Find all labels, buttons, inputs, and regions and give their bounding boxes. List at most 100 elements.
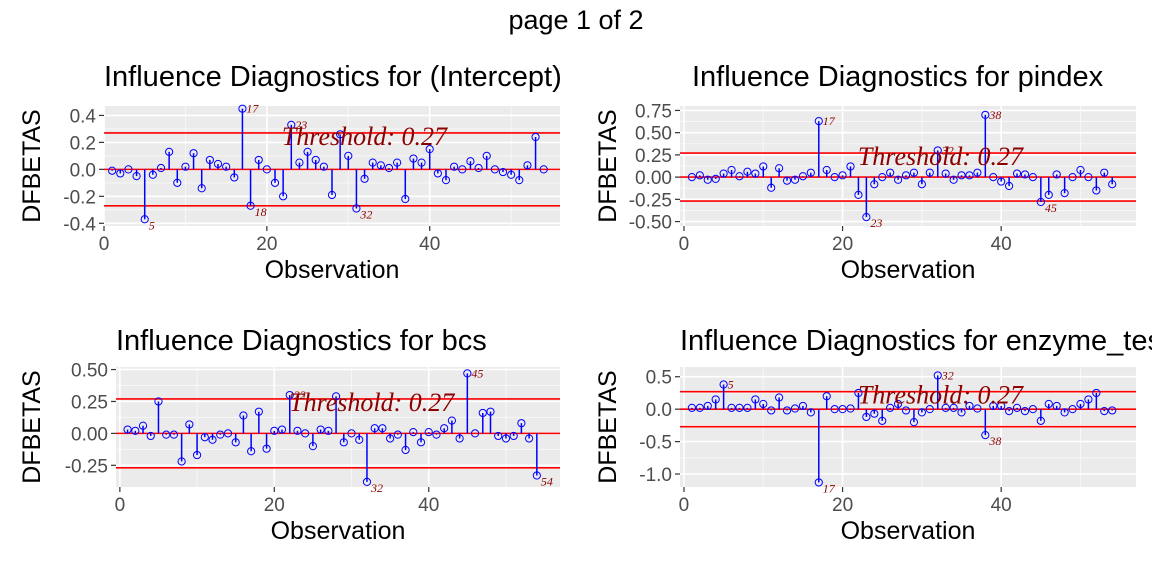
y-tick-label: 0.25	[635, 146, 672, 167]
dfbetas-point	[509, 431, 518, 441]
chart-panel-intercept: Influence Diagnostics for (Intercept) Thr…	[18, 61, 562, 284]
dfbetas-point	[1060, 189, 1069, 198]
dfbetas-point	[1036, 197, 1045, 207]
plot-background	[116, 367, 560, 487]
dfbetas-point	[231, 438, 240, 447]
dfbetas-point	[525, 434, 534, 443]
dfbetas-point	[246, 201, 255, 210]
dfbetas-point	[1084, 173, 1093, 182]
x-tick-label: 40	[418, 495, 439, 516]
dfbetas-point	[719, 380, 728, 389]
dfbetas-point	[409, 428, 418, 437]
dfbetas-point	[846, 162, 855, 171]
dfbetas-point	[360, 174, 369, 183]
dfbetas-point	[830, 405, 839, 414]
dfbetas-point	[177, 457, 186, 466]
dfbetas-point	[870, 409, 879, 418]
x-tick-label: 20	[832, 495, 853, 516]
x-axis-title: Observation	[271, 517, 406, 545]
y-tick-label: 0.75	[635, 101, 672, 122]
dfbetas-point	[466, 157, 475, 166]
dfbetas-point	[703, 401, 712, 411]
dfbetas-point	[957, 171, 966, 180]
dfbetas-point	[238, 104, 247, 113]
outlier-label: 32	[941, 143, 954, 157]
dfbetas-point	[336, 130, 345, 139]
dfbetas-point	[393, 158, 402, 167]
y-tick-label: 0.50	[71, 361, 108, 382]
dfbetas-point	[1020, 407, 1030, 416]
dfbetas-point	[727, 165, 736, 175]
dfbetas-point	[378, 424, 387, 433]
dfbetas-point	[886, 168, 895, 177]
y-tick-label: -0.25	[629, 190, 672, 211]
x-tick-label: 20	[264, 495, 285, 516]
dfbetas-point	[197, 184, 206, 193]
dfbetas-point	[173, 178, 182, 187]
dfbetas-point	[933, 146, 942, 155]
dfbetas-point	[523, 161, 532, 170]
outlier-label: 17	[246, 102, 259, 116]
threshold-label: Threshold: 0.27	[289, 388, 455, 417]
dfbetas-point	[886, 403, 895, 412]
dfbetas-point	[1092, 388, 1101, 398]
dfbetas-point	[247, 447, 256, 456]
y-tick-label: -0.25	[65, 456, 108, 477]
dfbetas-point	[401, 194, 410, 204]
dfbetas-point	[949, 403, 958, 412]
dfbetas-point	[925, 168, 934, 177]
dfbetas-point	[355, 435, 364, 444]
dfbetas-point	[370, 424, 379, 433]
dfbetas-point	[384, 163, 394, 173]
dfbetas-point	[735, 403, 744, 412]
dfbetas-point	[790, 175, 800, 184]
dfbetas-point	[470, 429, 480, 438]
dfbetas-point	[424, 428, 433, 437]
dfbetas-point	[140, 215, 149, 224]
dfbetas-point	[205, 155, 214, 165]
chart-panel-pindex: Influence Diagnostics for pindex Threshol…	[594, 61, 1136, 284]
dfbetas-point	[965, 171, 974, 180]
dfbetas-point	[1108, 406, 1117, 415]
dfbetas-point	[1028, 173, 1038, 182]
dfbetas-point	[532, 471, 541, 480]
dfbetas-point	[262, 165, 271, 174]
dfbetas-point	[450, 162, 459, 171]
x-tick-label: 40	[419, 234, 440, 255]
dfbetas-point	[878, 416, 887, 425]
dfbetas-point	[1084, 395, 1093, 404]
dfbetas-point	[339, 438, 348, 447]
dfbetas-point	[154, 397, 163, 406]
dfbetas-point	[862, 412, 871, 422]
dfbetas-point	[719, 169, 728, 178]
y-axis-title: DFBETAS	[18, 370, 46, 483]
dfbetas-point	[507, 170, 516, 179]
y-tick-label: -0.50	[629, 213, 672, 234]
dfbetas-point	[486, 407, 495, 416]
dfbetas-point	[517, 419, 526, 428]
dfbetas-point	[148, 170, 157, 179]
dfbetas-point	[463, 369, 472, 378]
dfbetas-point	[531, 132, 540, 142]
dfbetas-point	[695, 403, 704, 412]
dfbetas-point	[293, 426, 302, 435]
dfbetas-point	[767, 406, 776, 415]
dfbetas-point	[703, 175, 712, 184]
dfbetas-point	[941, 169, 950, 178]
dfbetas-point	[822, 392, 831, 401]
dfbetas-point	[933, 371, 942, 380]
y-tick-label: -0.2	[63, 187, 96, 208]
y-tick-label: -0.5	[639, 433, 672, 454]
dfbetas-point	[447, 416, 456, 425]
dfbetas-point	[909, 418, 919, 427]
dfbetas-point	[965, 401, 974, 411]
dfbetas-point	[727, 403, 736, 412]
dfbetas-point	[775, 164, 784, 173]
dfbetas-point	[440, 424, 449, 433]
dfbetas-point	[1005, 407, 1014, 416]
dfbetas-point	[478, 408, 487, 418]
y-axis-title: DFBETAS	[18, 109, 46, 222]
dfbetas-point	[759, 162, 768, 171]
dfbetas-point	[132, 172, 141, 181]
dfbetas-point	[909, 168, 919, 177]
